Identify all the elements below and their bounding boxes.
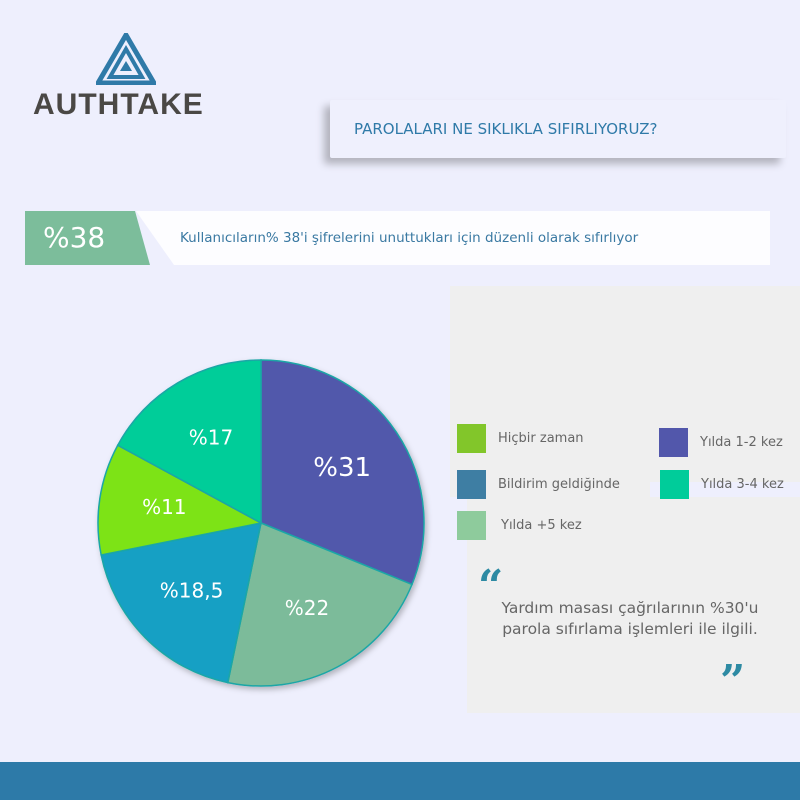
pie-chart: %31 %22 %18,5 %11 %17 (97, 359, 425, 687)
brand-name: AUTHTAKE (33, 88, 204, 121)
legend-swatch (457, 511, 486, 540)
stat-description: Kullanıcıların% 38'i şifrelerini unuttuk… (180, 230, 639, 246)
title-card: PAROLALARI NE SIKLIKLA SIFIRLIYORUZ? (330, 100, 786, 158)
legend-swatch (659, 428, 688, 457)
logo (93, 30, 159, 89)
legend-item: Yılda +5 kez (457, 511, 582, 540)
legend-item: Bildirim geldiğinde (457, 470, 620, 499)
pie-slice-label: %17 (189, 425, 233, 449)
pie-slice-label: %22 (285, 596, 329, 620)
legend-item: Yılda 1-2 kez (659, 428, 783, 457)
pie-slice-label: %18,5 (160, 578, 224, 602)
pie-slice (116, 359, 262, 525)
legend-panel-joint (450, 482, 650, 497)
legend-swatch (660, 470, 689, 499)
pie-slice-label: %11 (142, 495, 186, 519)
pie-slice (226, 521, 413, 687)
stat-strip: Kullanıcıların% 38'i şifrelerini unuttuk… (136, 211, 770, 265)
logo-triangle-icon (93, 30, 159, 86)
page-title: PAROLALARI NE SIKLIKLA SIFIRLIYORUZ? (354, 120, 658, 138)
legend-label: Hiçbir zaman (498, 431, 584, 446)
legend-label: Yılda +5 kez (501, 518, 582, 533)
legend-item: Yılda 3-4 kez (660, 470, 784, 499)
quote-text: Yardım masası çağrılarının %30'u parola … (501, 599, 759, 638)
open-quote-icon: “ (478, 561, 504, 612)
pie-slice (260, 359, 425, 586)
legend-label: Bildirim geldiğinde (498, 477, 620, 492)
pie-slice (100, 522, 262, 684)
legend-panel (450, 286, 800, 482)
quote-panel (467, 497, 800, 713)
legend-swatch (457, 470, 486, 499)
legend-swatch (457, 424, 486, 453)
stat-value: %38 (43, 221, 106, 254)
footer-bar (0, 762, 800, 800)
pie-slice-label: %31 (313, 453, 371, 483)
pie-slice (97, 444, 264, 556)
stat-badge: %38 (25, 211, 150, 265)
close-quote-icon: ” (720, 656, 746, 707)
legend-label: Yılda 3-4 kez (701, 477, 784, 492)
legend-label: Yılda 1-2 kez (700, 435, 783, 450)
legend-item: Hiçbir zaman (457, 424, 584, 453)
